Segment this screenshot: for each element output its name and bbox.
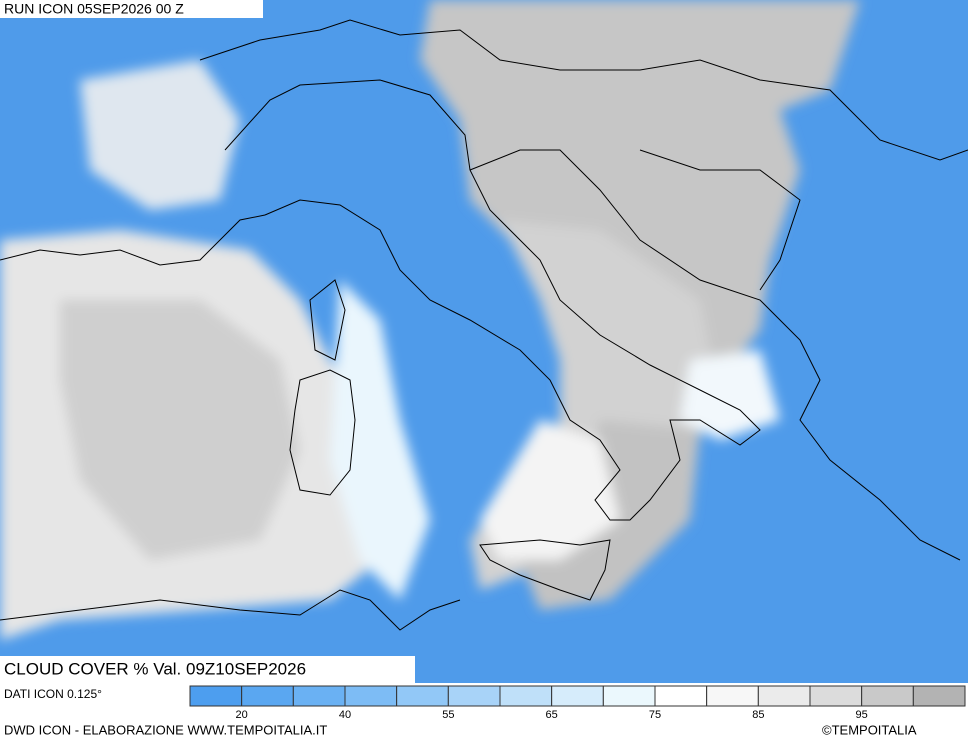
colorbar-box <box>447 685 501 707</box>
map-area: RUN ICON 05SEP2026 00 Z CLOUD COVER % Va… <box>0 0 968 683</box>
colorbar-box <box>912 685 966 707</box>
colorbar-box <box>809 685 863 707</box>
run-label-box <box>0 0 263 18</box>
colorbar-box <box>344 685 398 707</box>
cloud-field <box>0 0 860 640</box>
colorbar-box <box>189 685 243 707</box>
colorbar-box <box>757 685 811 707</box>
colorbar-box <box>292 685 346 707</box>
colorbar-tick-label: 40 <box>339 709 351 721</box>
colorbar-box <box>706 685 759 707</box>
run-label: RUN ICON 05SEP2026 00 Z <box>4 1 184 17</box>
colorbar-tick-label: 20 <box>236 709 248 721</box>
copyright: ©TEMPOITALIA <box>822 722 917 737</box>
map-title: CLOUD COVER % Val. 09Z10SEP2026 <box>4 659 306 678</box>
colorbar-box <box>396 685 449 707</box>
colorbar-tick-label: 75 <box>649 709 661 721</box>
colorbar-tick-label: 95 <box>856 709 868 721</box>
colorbar-box <box>551 685 604 707</box>
colorbar-tick-label: 55 <box>442 709 454 721</box>
colorbar-box <box>861 685 914 707</box>
colorbar-box <box>654 685 708 707</box>
colorbar-tick-label: 65 <box>546 709 558 721</box>
credit: DWD ICON - ELABORAZIONE WWW.TEMPOITALIA.… <box>4 722 327 737</box>
colorbar-tick-label: 85 <box>752 709 764 721</box>
title-box <box>0 656 415 683</box>
colorbar: 20 40 55 65 75 85 95 <box>189 685 966 721</box>
colorbar-box <box>499 685 553 707</box>
colorbar-box <box>241 685 294 707</box>
colorbar-box <box>602 685 656 707</box>
coastlines <box>0 19 968 631</box>
data-source: DATI ICON 0.125° <box>4 687 102 701</box>
